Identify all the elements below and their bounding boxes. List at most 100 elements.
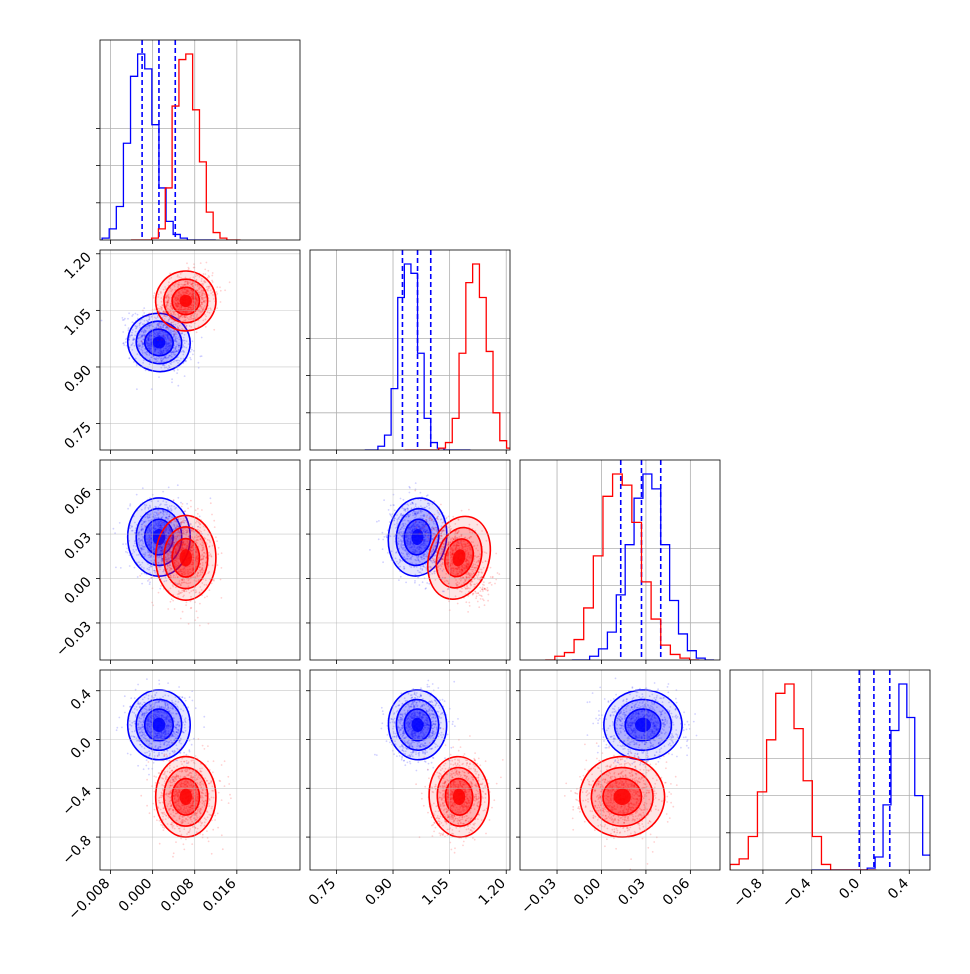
scatter-point [190, 359, 192, 361]
scatter-point [171, 598, 173, 600]
scatter-point [212, 272, 214, 274]
scatter-point [115, 567, 117, 569]
scatter-point [158, 323, 160, 325]
scatter-point [122, 317, 124, 319]
scatter-point [149, 583, 151, 585]
scatter-point [181, 506, 183, 508]
scatter-point [476, 595, 478, 597]
scatter-point [193, 350, 195, 352]
scatter-point [174, 334, 176, 336]
scatter-point [415, 482, 417, 484]
scatter-point [180, 618, 182, 620]
y-tick-label: 1.20 [61, 249, 94, 282]
scatter-point [382, 539, 384, 541]
scatter-point [160, 528, 162, 530]
scatter-point [199, 603, 201, 605]
scatter-point [149, 539, 151, 541]
scatter-point [147, 573, 149, 575]
scatter-point [438, 506, 440, 508]
scatter-point [158, 376, 160, 378]
scatter-point [101, 320, 103, 322]
scatter-point [128, 358, 130, 360]
scatter-point [160, 525, 162, 527]
scatter-point [157, 339, 159, 341]
scatter-point [151, 388, 153, 390]
scatter-point [122, 319, 124, 321]
scatter-point [210, 502, 212, 504]
scatter-point [174, 608, 176, 610]
scatter-point [141, 341, 143, 343]
scatter-point [127, 329, 129, 331]
scatter-point [197, 508, 199, 510]
scatter-point [185, 360, 187, 362]
scatter-point [179, 332, 181, 334]
panel-content [100, 460, 300, 660]
scatter-point [382, 548, 384, 550]
scatter-point [217, 564, 219, 566]
scatter-point [435, 520, 437, 522]
scatter-point [177, 497, 179, 499]
scatter-point [158, 327, 160, 329]
scatter-point [437, 510, 439, 512]
scatter-point [184, 375, 186, 377]
scatter-point [186, 602, 188, 604]
density-contour-series-1 [180, 549, 192, 566]
scatter-point [414, 582, 416, 584]
scatter-point [144, 525, 146, 527]
scatter-point [137, 314, 139, 316]
scatter-point [425, 567, 427, 569]
scatter-point [180, 502, 182, 504]
scatter-point [167, 518, 169, 520]
scatter-point [192, 340, 194, 342]
scatter-point [190, 351, 192, 353]
scatter-point [208, 276, 210, 278]
scatter-point [148, 313, 150, 315]
scatter-point [141, 573, 143, 575]
scatter-point [211, 583, 213, 585]
scatter-point [148, 579, 150, 581]
scatter-point [203, 273, 205, 275]
scatter-point [119, 522, 121, 524]
scatter-point [158, 592, 160, 594]
scatter-point [162, 491, 164, 493]
scatter-point [154, 534, 156, 536]
scatter-point [200, 356, 202, 358]
scatter-point [422, 527, 424, 529]
scatter-point [426, 495, 428, 497]
scatter-point [487, 587, 489, 589]
scatter-point [150, 550, 152, 552]
scatter-point [482, 587, 484, 589]
panel-0-0 [96, 40, 300, 244]
scatter-point [137, 576, 139, 578]
panel-content [100, 250, 300, 450]
panel-1-1 [306, 250, 513, 454]
scatter-point [216, 286, 218, 288]
scatter-point [425, 587, 427, 589]
scatter-point [204, 597, 206, 599]
scatter-point [129, 503, 131, 505]
scatter-point [200, 262, 202, 264]
scatter-point [173, 499, 175, 501]
scatter-point [484, 604, 486, 606]
scatter-point [378, 520, 380, 522]
scatter-point [213, 329, 215, 331]
scatter-point [394, 510, 396, 512]
scatter-point [175, 332, 177, 334]
scatter-point [160, 328, 162, 330]
scatter-point [136, 365, 138, 367]
scatter-point [128, 327, 130, 329]
scatter-point [168, 487, 170, 489]
panel-2-1 [306, 460, 510, 664]
scatter-point [186, 503, 188, 505]
scatter-point [171, 378, 173, 380]
panel-content [310, 250, 513, 450]
panel-2-0: −0.030.000.030.06 [53, 460, 300, 664]
scatter-point [122, 543, 124, 545]
scatter-point [199, 516, 201, 518]
scatter-point [125, 551, 127, 553]
scatter-point [216, 540, 218, 542]
y-tick-label: −0.03 [53, 618, 95, 660]
scatter-point [158, 512, 160, 514]
scatter-point [161, 521, 163, 523]
